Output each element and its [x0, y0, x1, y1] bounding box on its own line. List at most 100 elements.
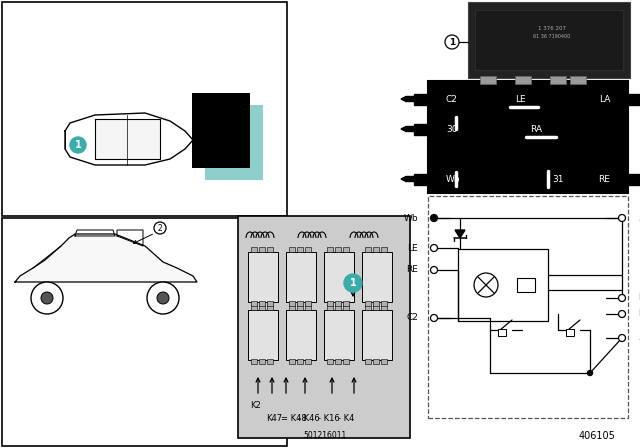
- Bar: [324, 310, 354, 360]
- Circle shape: [431, 215, 438, 221]
- Circle shape: [618, 335, 625, 341]
- Bar: [205, 105, 263, 180]
- Bar: [498, 329, 506, 336]
- Bar: [251, 305, 257, 310]
- FancyArrow shape: [401, 96, 414, 102]
- Bar: [327, 247, 333, 252]
- FancyArrow shape: [414, 124, 428, 134]
- Polygon shape: [455, 230, 465, 238]
- Bar: [251, 359, 257, 364]
- Bar: [2, 2, 287, 216]
- Bar: [428, 196, 628, 418]
- Text: 61 36 7190400: 61 36 7190400: [533, 34, 571, 39]
- Bar: [475, 10, 623, 70]
- Bar: [95, 119, 160, 159]
- Bar: [327, 301, 333, 306]
- Circle shape: [147, 282, 179, 314]
- Bar: [550, 76, 566, 84]
- Bar: [428, 81, 628, 193]
- Bar: [305, 301, 311, 306]
- Bar: [335, 301, 341, 306]
- Bar: [381, 247, 387, 252]
- FancyArrow shape: [414, 94, 428, 104]
- Text: 501216011: 501216011: [303, 431, 347, 439]
- Text: Wb: Wb: [446, 175, 461, 184]
- Circle shape: [431, 267, 438, 273]
- Circle shape: [618, 215, 625, 221]
- Text: C2: C2: [406, 314, 418, 323]
- Circle shape: [431, 314, 438, 322]
- Bar: [515, 76, 531, 84]
- Text: - K46: - K46: [298, 414, 320, 422]
- Bar: [362, 310, 392, 360]
- FancyArrow shape: [628, 173, 640, 185]
- Text: 1: 1: [75, 140, 81, 150]
- Bar: [297, 301, 303, 306]
- Bar: [286, 252, 316, 302]
- Bar: [238, 216, 410, 438]
- Bar: [297, 359, 303, 364]
- Bar: [327, 305, 333, 310]
- Text: LA: LA: [638, 293, 640, 302]
- FancyArrow shape: [414, 173, 428, 185]
- Bar: [373, 247, 379, 252]
- Text: RE: RE: [598, 175, 610, 184]
- Bar: [267, 305, 273, 310]
- Bar: [251, 247, 257, 252]
- Bar: [251, 301, 257, 306]
- Bar: [373, 301, 379, 306]
- Circle shape: [431, 245, 438, 251]
- Text: RA: RA: [530, 125, 542, 134]
- Circle shape: [157, 292, 169, 304]
- Bar: [297, 247, 303, 252]
- Bar: [289, 247, 295, 252]
- FancyArrow shape: [401, 126, 414, 132]
- Circle shape: [618, 310, 625, 318]
- Bar: [373, 305, 379, 310]
- Text: LE: LE: [408, 244, 418, 253]
- Bar: [267, 359, 273, 364]
- Text: K47: K47: [266, 414, 282, 422]
- Bar: [248, 252, 278, 302]
- Bar: [267, 301, 273, 306]
- Text: = K48: = K48: [281, 414, 307, 422]
- Text: 1: 1: [449, 38, 455, 47]
- Text: 1: 1: [349, 278, 356, 288]
- Bar: [365, 305, 371, 310]
- Bar: [259, 301, 265, 306]
- Bar: [343, 359, 349, 364]
- Text: 1 376 207: 1 376 207: [538, 26, 566, 30]
- Bar: [381, 305, 387, 310]
- Text: 31: 31: [638, 333, 640, 343]
- Bar: [365, 359, 371, 364]
- Bar: [458, 249, 548, 321]
- Bar: [566, 329, 574, 336]
- Bar: [289, 359, 295, 364]
- Bar: [305, 305, 311, 310]
- Bar: [373, 359, 379, 364]
- Bar: [365, 247, 371, 252]
- Circle shape: [344, 274, 362, 292]
- Bar: [362, 252, 392, 302]
- Bar: [297, 305, 303, 310]
- Bar: [343, 247, 349, 252]
- Circle shape: [41, 292, 53, 304]
- Bar: [259, 305, 265, 310]
- Text: LE: LE: [515, 95, 525, 103]
- Bar: [343, 305, 349, 310]
- Circle shape: [474, 273, 498, 297]
- Bar: [248, 310, 278, 360]
- Circle shape: [31, 282, 63, 314]
- Bar: [2, 218, 287, 446]
- Bar: [365, 301, 371, 306]
- Circle shape: [588, 370, 593, 375]
- Bar: [267, 247, 273, 252]
- Text: LA: LA: [598, 95, 610, 103]
- Bar: [286, 310, 316, 360]
- Bar: [289, 305, 295, 310]
- Circle shape: [154, 222, 166, 234]
- Circle shape: [618, 294, 625, 302]
- Polygon shape: [15, 234, 197, 282]
- Bar: [324, 252, 354, 302]
- Text: K2: K2: [250, 401, 260, 410]
